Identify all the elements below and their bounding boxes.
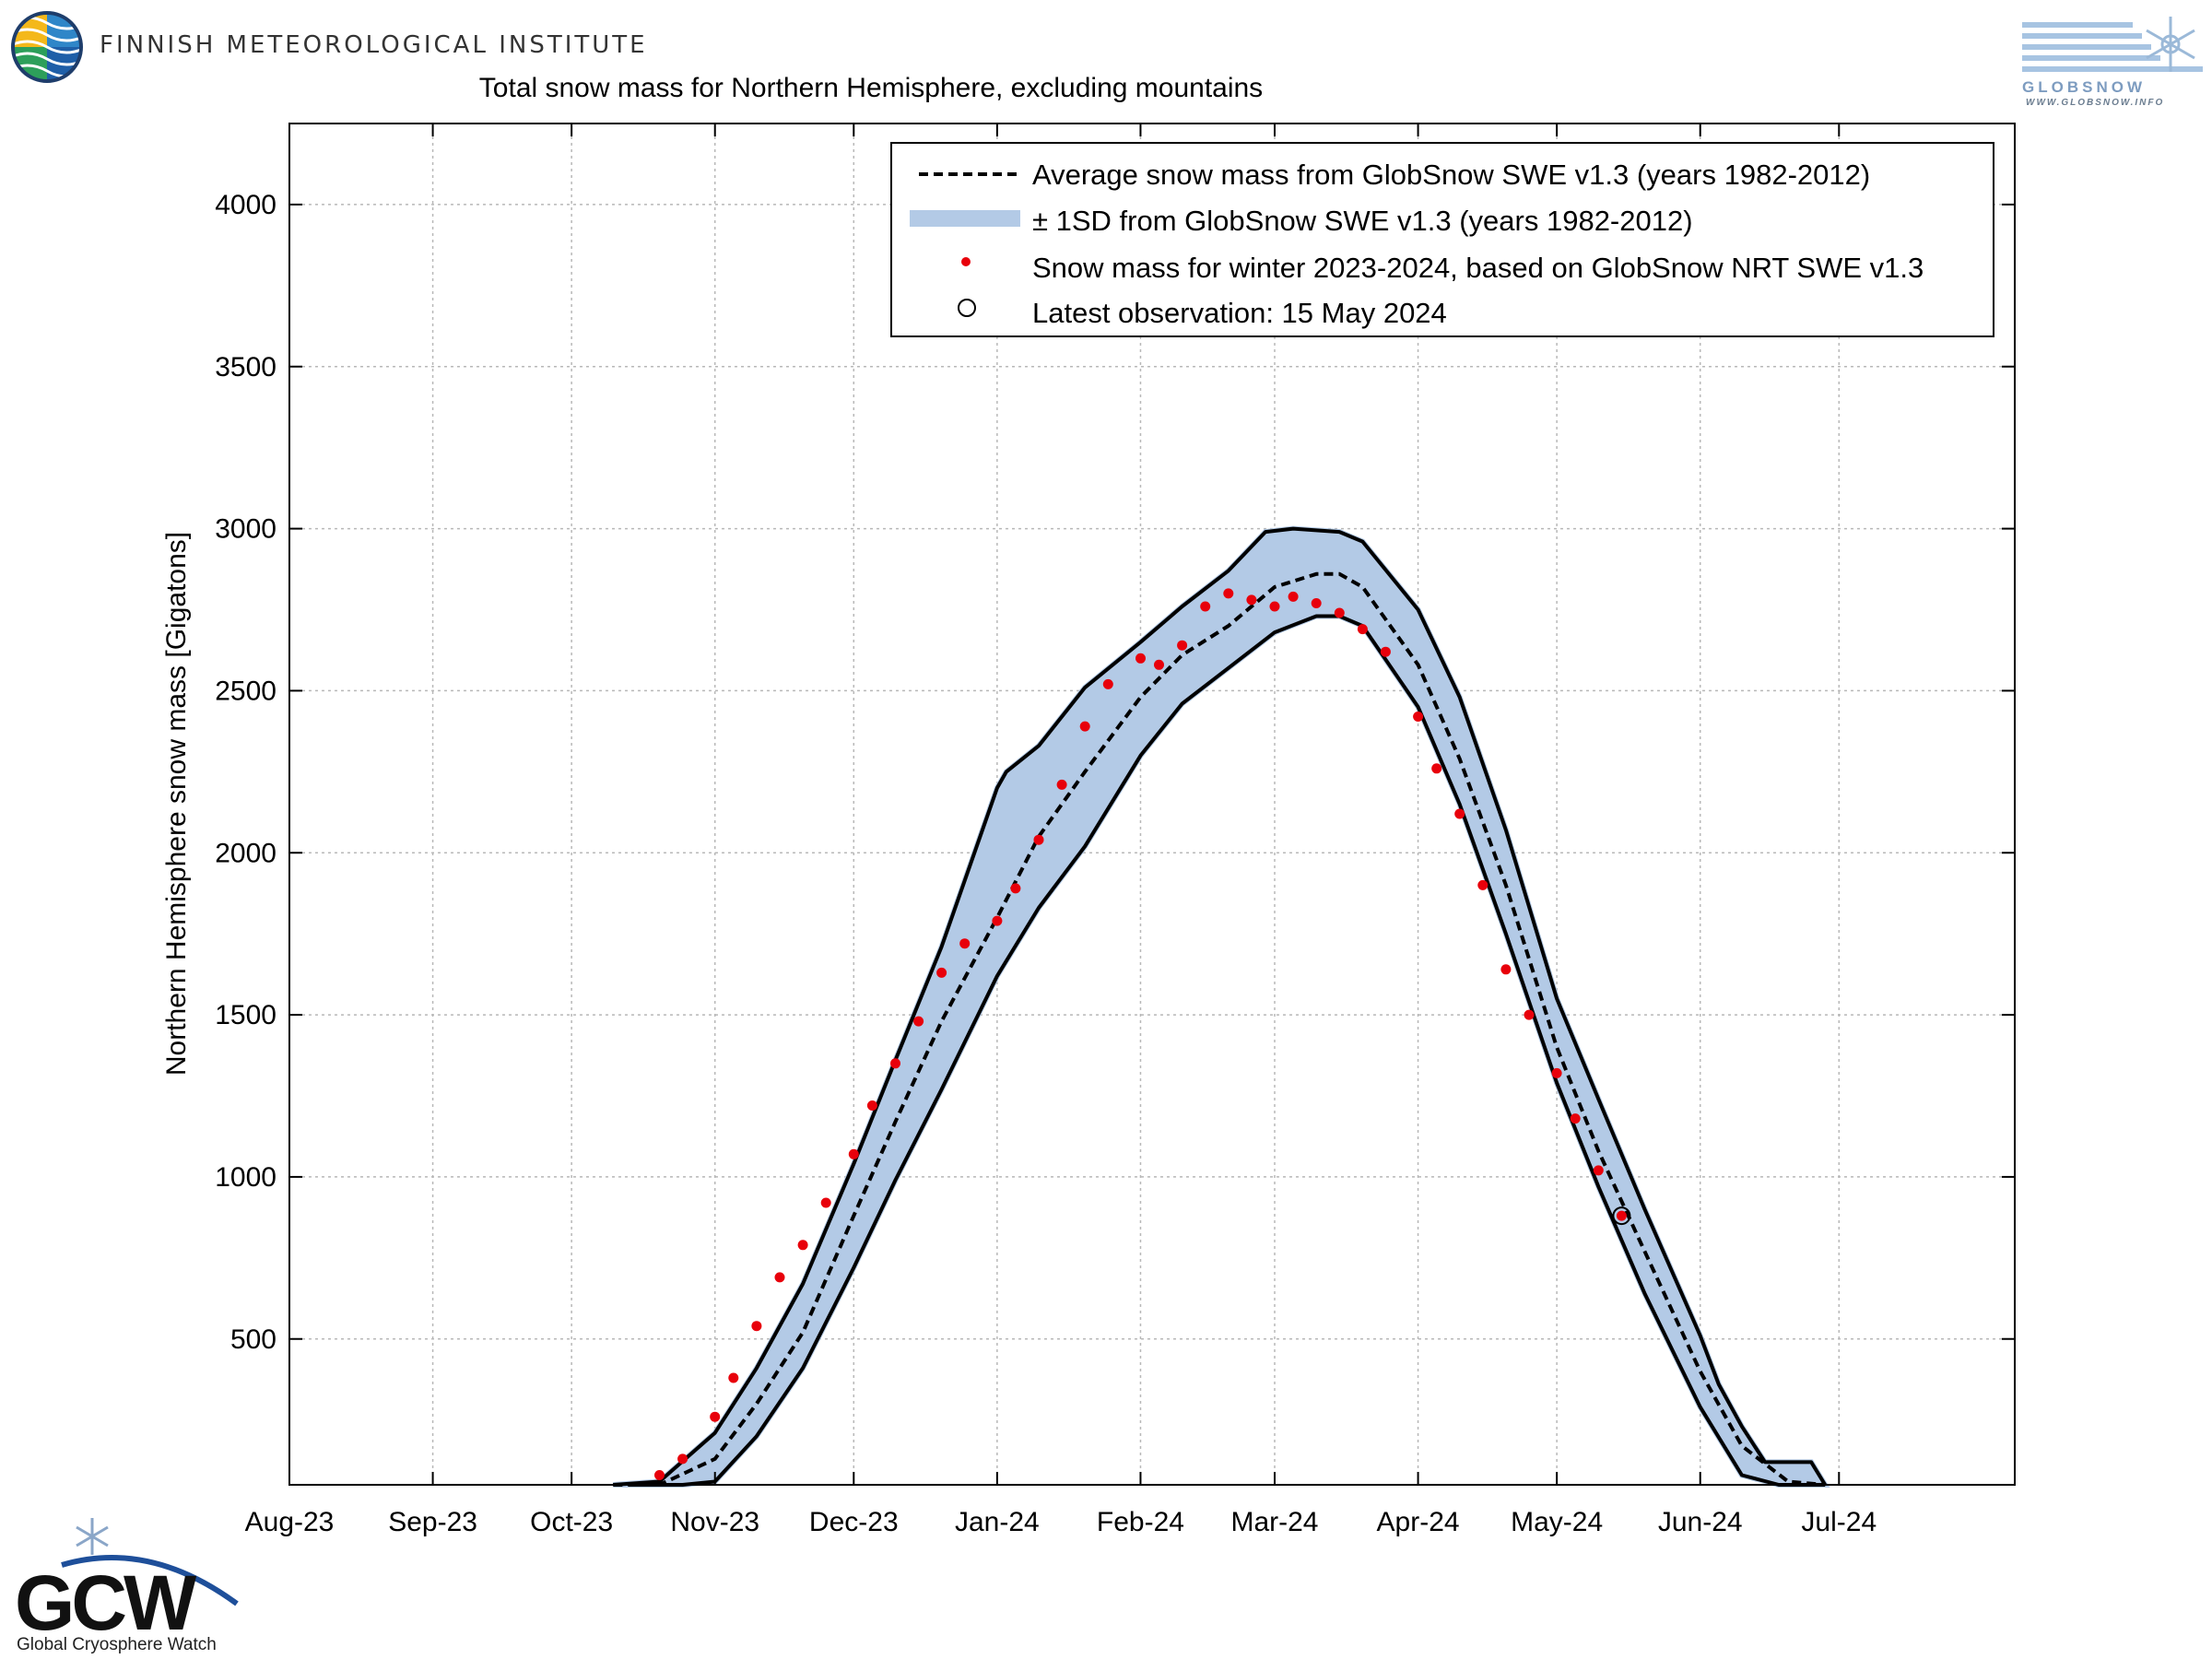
x-ticks: Aug-23 Sep-23 Oct-23 Nov-23 Dec-23 Jan-24 Feb-…	[245, 124, 1877, 1537]
observation-point	[1357, 624, 1368, 635]
observation-point	[992, 915, 1003, 926]
x-tick-label: Sep-23	[388, 1507, 477, 1537]
observation-point	[1056, 779, 1067, 790]
observation-point	[1551, 1067, 1562, 1078]
legend-box	[890, 142, 1994, 337]
observation-point	[848, 1148, 859, 1159]
observation-point	[1010, 883, 1021, 894]
observation-point	[1500, 964, 1512, 975]
legend-band-swatch	[910, 210, 1020, 227]
y-tick-label: 2500	[215, 676, 276, 706]
latest-observation-marker	[1612, 1206, 1631, 1226]
gcw-subtitle: Global Cryosphere Watch	[17, 1635, 217, 1654]
globsnow-url: WWW.GLOBSNOW.INFO	[2026, 98, 2164, 107]
grid	[288, 124, 2015, 1485]
series-lines	[613, 526, 1827, 1487]
observation-point	[1616, 1210, 1627, 1221]
observation-point	[1079, 721, 1090, 732]
observation-point	[913, 1016, 924, 1027]
legend-obs-label: Snow mass for winter 2023-2024, based on…	[1032, 252, 1924, 284]
gcw-logo-icon: GCW Global Cryosphere Watch	[15, 1518, 239, 1654]
upper-sd-line	[613, 526, 1827, 1487]
legend: Average snow mass from GlobSnow SWE v1.3…	[890, 142, 1994, 337]
x-tick-label: Apr-24	[1377, 1507, 1460, 1537]
observation-point	[1524, 1009, 1535, 1020]
observation-point	[1200, 601, 1211, 612]
observation-point	[710, 1411, 721, 1422]
y-tick-label: 3500	[215, 352, 276, 382]
observation-point	[1102, 678, 1113, 689]
observation-point	[654, 1470, 665, 1480]
y-ticks: 500 1000 1500 2000 2500 3000 3500 4000	[215, 190, 2015, 1355]
globsnow-name: GLOBSNOW	[2022, 78, 2146, 96]
observation-point	[751, 1321, 762, 1332]
y-tick-label: 3000	[215, 514, 276, 545]
legend-band-label: ± 1SD from GlobSnow SWE v1.3 (years 1982…	[1032, 205, 1693, 237]
observation-point	[1593, 1165, 1604, 1176]
observation-point	[1311, 598, 1322, 608]
observation-point	[728, 1372, 739, 1383]
x-tick-label: Mar-24	[1230, 1507, 1318, 1537]
plot-area	[289, 124, 2015, 1485]
y-tick-label: 4000	[215, 190, 276, 220]
observation-point	[774, 1272, 785, 1283]
legend-average-label: Average snow mass from GlobSnow SWE v1.3…	[1032, 159, 1870, 191]
x-tick-label: Nov-23	[670, 1507, 759, 1537]
observation-point	[1246, 594, 1257, 606]
y-tick-label: 2000	[215, 838, 276, 868]
observation-point	[1033, 834, 1044, 845]
lower-sd-line	[636, 614, 1826, 1487]
observation-point	[820, 1197, 831, 1208]
fmi-logo-icon	[11, 11, 83, 83]
observation-point	[1334, 607, 1345, 618]
observation-point	[1477, 879, 1488, 890]
x-tick-label: Jun-24	[1658, 1507, 1743, 1537]
y-axis-label: Northern Hemisphere snow mass [Gigatons]	[161, 532, 192, 1076]
observation-point	[1570, 1113, 1581, 1124]
y-tick-label: 1500	[215, 1000, 276, 1030]
x-tick-label: Jul-24	[1801, 1507, 1877, 1537]
observation-point	[1223, 588, 1234, 599]
x-tick-label: May-24	[1511, 1507, 1603, 1537]
legend-latest-label: Latest observation: 15 May 2024	[1032, 297, 1447, 329]
x-tick-label: Aug-23	[245, 1507, 335, 1537]
observation-point	[959, 938, 971, 949]
chart-title: Total snow mass for Northern Hemisphere,…	[479, 73, 1263, 103]
observation-point	[1177, 640, 1188, 651]
observation-point	[1431, 763, 1442, 774]
x-tick-label: Jan-24	[955, 1507, 1040, 1537]
observation-point	[1288, 591, 1299, 602]
observation-point	[1380, 646, 1391, 657]
x-tick-label: Oct-23	[530, 1507, 613, 1537]
x-tick-label: Feb-24	[1097, 1507, 1184, 1537]
observation-point	[1154, 659, 1164, 670]
observation-point	[1269, 601, 1280, 612]
observation-point	[1413, 712, 1424, 722]
institute-name: FINNISH METEOROLOGICAL INSTITUTE	[100, 31, 648, 59]
observation-point	[936, 967, 947, 978]
average-line	[613, 571, 1826, 1487]
legend-latest-swatch	[958, 299, 976, 317]
observation-point	[1135, 653, 1146, 664]
gcw-name: GCW	[15, 1559, 197, 1646]
y-tick-label: 1000	[215, 1162, 276, 1193]
observation-point	[866, 1100, 877, 1111]
observation-point	[890, 1058, 900, 1069]
plot-frame	[288, 123, 2016, 1486]
observation-point	[1454, 808, 1465, 819]
legend-obs-swatch	[961, 257, 971, 266]
y-tick-label: 500	[230, 1324, 276, 1355]
globsnow-logo-icon: GLOBSNOW WWW.GLOBSNOW.INFO	[2022, 17, 2203, 107]
observation-point	[677, 1453, 688, 1465]
observation-points	[654, 588, 1631, 1480]
observation-point	[797, 1240, 808, 1251]
x-tick-label: Dec-23	[809, 1507, 899, 1537]
